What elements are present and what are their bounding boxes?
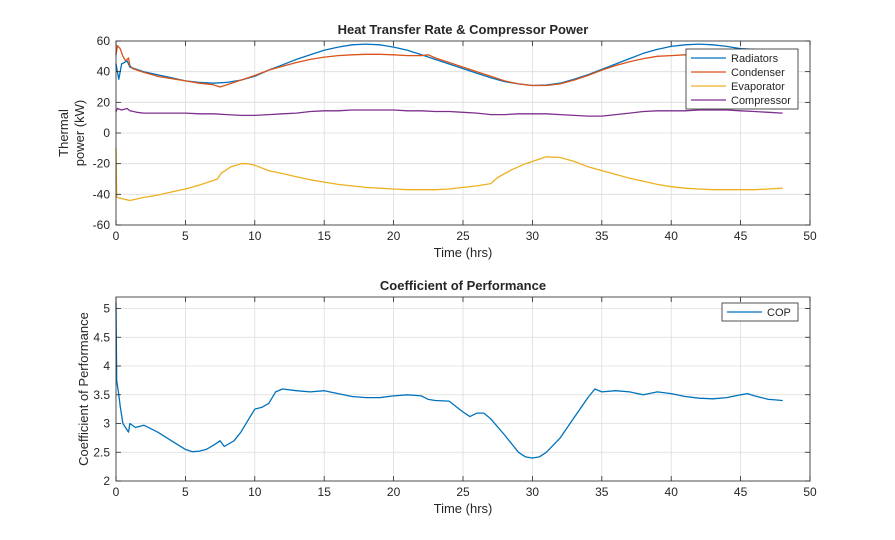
- legend: Radiators Condenser Evaporator Compressor: [685, 48, 799, 110]
- legend-box: [685, 48, 799, 110]
- x-tick-label: 0: [113, 485, 120, 499]
- series-line-evaporator: [115, 147, 783, 202]
- x-tick-label: 15: [318, 229, 332, 243]
- x-tick-label: 10: [248, 229, 262, 243]
- x-tick-label: 35: [595, 229, 609, 243]
- y-tick-label: -40: [93, 187, 111, 201]
- chart-title: Heat Transfer Rate & Compressor Power: [338, 22, 589, 37]
- y-tick-label: 0: [103, 126, 110, 140]
- y-tick-label: 20: [97, 95, 111, 109]
- x-tick-label: 10: [248, 485, 262, 499]
- y-tick-label: 40: [97, 65, 111, 79]
- y-tick-label: -20: [93, 157, 111, 171]
- x-tick-label: 20: [387, 229, 401, 243]
- chart-cop: Coefficient of Performance 0 5 10 15 20 25 30 3…: [76, 278, 817, 516]
- y-tick-label: 3.5: [93, 388, 110, 402]
- series-line-cop: [115, 302, 783, 459]
- x-tick-label: 40: [665, 229, 679, 243]
- x-tick-label: 15: [318, 485, 332, 499]
- x-tick-label: 45: [734, 485, 748, 499]
- y-tick-label: 3: [103, 417, 110, 431]
- x-tick-label: 25: [456, 485, 470, 499]
- chart-heat-transfer: Heat Transfer Rate & Compressor Power 0 5…: [56, 22, 817, 260]
- x-tick-label: 0: [113, 229, 120, 243]
- x-tick-label: 40: [665, 485, 679, 499]
- x-tick-label: 5: [182, 485, 189, 499]
- x-axis-label: Time (hrs): [434, 245, 493, 260]
- x-tick-label: 25: [456, 229, 470, 243]
- y-tick-label: 5: [103, 302, 110, 316]
- legend-entry-label: Compressor: [731, 95, 791, 107]
- x-tick-label: 45: [734, 229, 748, 243]
- x-tick-label: 30: [526, 229, 540, 243]
- x-tick-label: 50: [803, 485, 817, 499]
- y-tick-label: 2: [103, 474, 110, 488]
- y-axis-label: power (kW): [72, 100, 87, 166]
- x-tick-label: 5: [182, 229, 189, 243]
- y-axis-label: Coefficient of Performance: [76, 312, 91, 466]
- legend-entry-label: Radiators: [731, 53, 779, 65]
- x-tick-label: 50: [803, 229, 817, 243]
- series-line-condenser: [115, 44, 783, 88]
- legend-entry-label: Evaporator: [731, 81, 785, 93]
- chart-title: Coefficient of Performance: [380, 278, 546, 293]
- legend-entry-label: COP: [767, 307, 791, 319]
- x-axis-label: Time (hrs): [434, 501, 493, 516]
- series-line-compressor: [115, 107, 783, 117]
- legend-entry-label: Condenser: [731, 67, 785, 79]
- x-tick-label: 20: [387, 485, 401, 499]
- y-tick-label: 60: [97, 34, 111, 48]
- y-tick-label: -60: [93, 218, 111, 232]
- x-tick-label: 30: [526, 485, 540, 499]
- y-tick-label: 4.5: [93, 330, 110, 344]
- y-tick-label: 2.5: [93, 445, 110, 459]
- x-tick-label: 35: [595, 485, 609, 499]
- y-tick-label: 4: [103, 359, 110, 373]
- y-axis-label: Thermal: [56, 109, 71, 157]
- legend: COP: [721, 302, 799, 322]
